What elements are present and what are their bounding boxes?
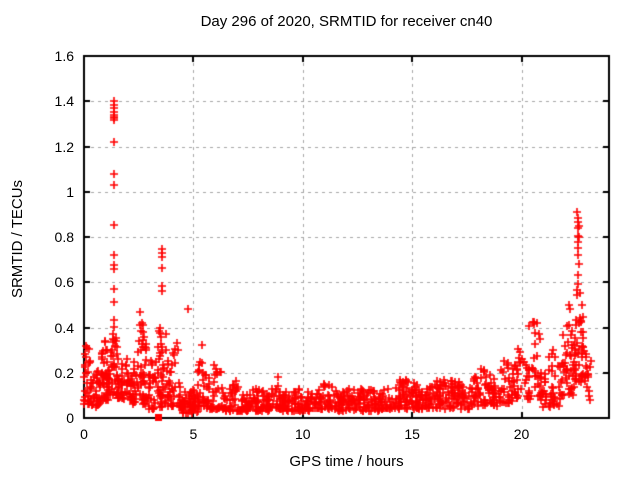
y-tick-label: 1.6 [54, 48, 74, 64]
chart-title: Day 296 of 2020, SRMTID for receiver cn4… [200, 13, 493, 30]
x-tick-label: 20 [513, 426, 530, 442]
y-tick-label: 1.2 [54, 138, 74, 155]
x-axis-label: GPS time / hours [289, 453, 404, 470]
y-tick-label: 0.4 [54, 319, 74, 336]
y-tick-label: 0.2 [54, 364, 74, 381]
y-tick-label: 1.4 [54, 93, 74, 110]
y-tick-label: 0.6 [54, 274, 74, 291]
x-tick-label: 0 [80, 426, 88, 442]
y-tick-label: 0 [66, 410, 74, 426]
x-tick-label: 5 [189, 426, 198, 442]
y-tick-label: 0.8 [54, 229, 74, 245]
x-tick-label: 10 [294, 426, 311, 442]
y-tick-label: 1 [66, 183, 74, 200]
x-tick-label: 15 [404, 426, 420, 442]
